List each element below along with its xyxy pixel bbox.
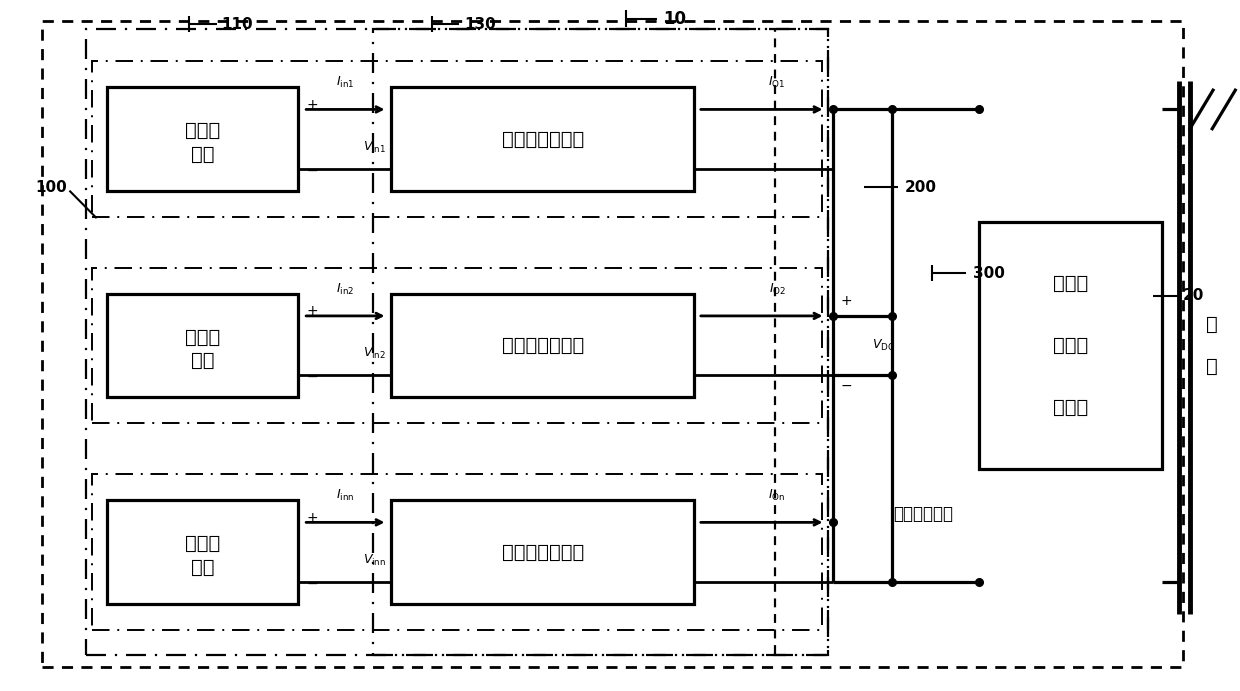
Text: 分布式: 分布式 [185,534,219,553]
Text: 网: 网 [1205,357,1218,376]
Text: 低压直流母线: 低压直流母线 [893,505,954,523]
Text: $I_{\mathrm{in1}}$: $I_{\mathrm{in1}}$ [336,75,353,90]
Bar [978,222,1162,469]
Text: 电源: 电源 [191,558,215,576]
Text: +: + [308,304,319,318]
Bar [107,88,299,191]
Text: 高増益: 高増益 [1053,336,1087,355]
Text: 电: 电 [1205,315,1218,334]
Bar [92,474,822,630]
Text: 分布式: 分布式 [185,328,219,347]
Text: +: + [841,294,852,307]
Text: 100: 100 [35,180,67,195]
Text: 分布式: 分布式 [185,122,219,140]
Text: 电源: 电源 [191,351,215,370]
Text: 双向直流变换器: 双向直流变换器 [501,336,584,355]
Text: $I_{\mathrm{O1}}$: $I_{\mathrm{O1}}$ [769,75,786,90]
Text: +: + [308,97,319,112]
Bar [92,61,822,217]
Text: 双向直流变换器: 双向直流变换器 [501,542,584,562]
Bar [92,267,822,424]
Text: $V_{\mathrm{in2}}$: $V_{\mathrm{in2}}$ [362,346,386,361]
Bar [107,500,299,603]
Text: $I_{\mathrm{in2}}$: $I_{\mathrm{in2}}$ [336,281,353,296]
Bar [107,294,299,397]
Text: 电源: 电源 [191,144,215,164]
Text: +: + [308,511,319,524]
Bar [391,88,694,191]
Text: $I_{\mathrm{O2}}$: $I_{\mathrm{O2}}$ [769,281,786,296]
Text: 110: 110 [222,17,253,32]
Bar [372,29,828,655]
Text: $I_{\mathrm{On}}$: $I_{\mathrm{On}}$ [769,488,786,503]
Text: $V_{\mathrm{inn}}$: $V_{\mathrm{inn}}$ [362,553,386,568]
Text: −: − [308,164,319,178]
Text: −: − [841,379,852,392]
Text: −: − [308,576,319,591]
Text: −: − [308,370,319,384]
Bar [391,500,694,603]
Text: 10: 10 [663,10,686,28]
Bar [391,294,694,397]
Text: 升压式: 升压式 [1053,274,1087,293]
Text: 20: 20 [1183,288,1204,303]
Text: 200: 200 [904,180,936,195]
Bar [86,29,828,655]
Text: $V_{\mathrm{in1}}$: $V_{\mathrm{in1}}$ [362,140,386,155]
Text: 130: 130 [464,17,496,32]
Text: 300: 300 [972,266,1004,281]
Text: 双向直流变换器: 双向直流变换器 [501,129,584,149]
Text: 逆变器: 逆变器 [1053,398,1087,417]
Text: $V_{\mathrm{DC}}$: $V_{\mathrm{DC}}$ [873,338,895,353]
Text: $I_{\mathrm{inn}}$: $I_{\mathrm{inn}}$ [336,488,353,503]
